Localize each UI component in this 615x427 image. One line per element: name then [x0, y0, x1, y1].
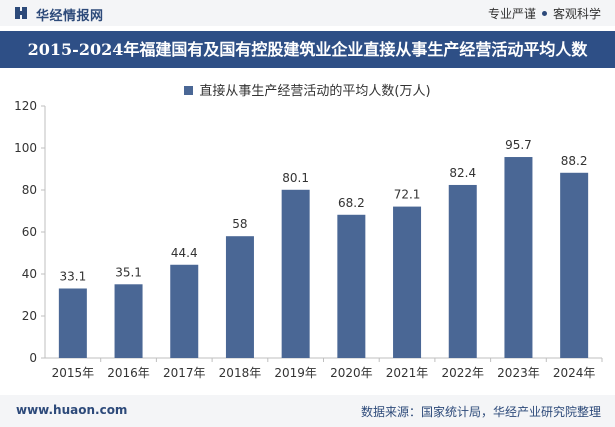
data-label: 35.1: [115, 265, 142, 279]
x-tick-label: 2015年: [52, 366, 95, 380]
data-label: 88.2: [561, 154, 588, 168]
slogan-left: 专业严谨: [487, 7, 536, 21]
x-tick-label: 2023年: [497, 366, 540, 380]
y-tick-label: 0: [29, 351, 37, 365]
bar: [114, 284, 143, 358]
x-tick-label: 2018年: [219, 366, 262, 380]
slogan-right: 客观科学: [552, 7, 601, 21]
data-label: 95.7: [505, 138, 532, 152]
y-tick-label: 20: [22, 309, 37, 323]
x-tick-label: 2021年: [386, 366, 429, 380]
bar: [560, 172, 589, 358]
data-label: 44.4: [171, 246, 198, 260]
legend-label: 直接从事生产经营活动的平均人数(万人): [199, 84, 431, 99]
footer: www.huaon.com 数据来源：国家统计局，华经产业研究院整理: [0, 395, 615, 427]
data-label: 80.1: [282, 171, 309, 185]
title-bar: 2015-2024年福建国有及国有控股建筑业企业直接从事生产经营活动平均人数: [0, 31, 615, 68]
x-tick-label: 2017年: [163, 366, 206, 380]
huajing-logo-icon: [15, 7, 27, 19]
x-tick-label: 2019年: [274, 366, 317, 380]
data-label: 58: [232, 217, 247, 231]
y-tick-label: 40: [22, 267, 37, 281]
bar: [170, 264, 199, 358]
x-tick-label: 2016年: [107, 366, 150, 380]
data-label: 72.1: [394, 188, 421, 202]
y-tick-label: 120: [14, 99, 37, 113]
data-label: 33.1: [59, 269, 86, 283]
legend-swatch: [184, 86, 194, 95]
y-tick-label: 100: [14, 141, 37, 155]
brand-name: 华经情报网: [36, 9, 104, 24]
bar: [337, 214, 366, 358]
x-tick-label: 2024年: [553, 366, 596, 380]
top-bar: 华经情报网 专业严谨 客观科学: [0, 0, 615, 26]
data-label: 82.4: [449, 166, 476, 180]
slogan: 专业严谨 客观科学: [488, 5, 601, 22]
bar-chart: 0 20 40 60 80 100 120 33.1 2015年 35.1 2016年 44.4 201…: [14, 99, 603, 380]
bar: [393, 206, 422, 358]
bar: [504, 157, 533, 358]
data-label: 68.2: [338, 196, 365, 210]
bar: [225, 236, 254, 358]
x-tick-label: 2022年: [441, 366, 484, 380]
y-tick-label: 60: [22, 225, 37, 239]
bar: [58, 288, 87, 358]
footer-url[interactable]: www.huaon.com: [16, 403, 128, 417]
chart-legend: 直接从事生产经营活动的平均人数(万人): [0, 80, 615, 99]
bar: [281, 189, 310, 358]
footer-source: 数据来源：国家统计局，华经产业研究院整理: [360, 405, 601, 419]
x-tick-label: 2020年: [330, 366, 373, 380]
chart-title: 2015-2024年福建国有及国有控股建筑业企业直接从事生产经营活动平均人数: [27, 40, 588, 59]
y-tick-label: 80: [22, 183, 37, 197]
bar: [448, 184, 477, 358]
slogan-dot-icon: [541, 11, 547, 16]
